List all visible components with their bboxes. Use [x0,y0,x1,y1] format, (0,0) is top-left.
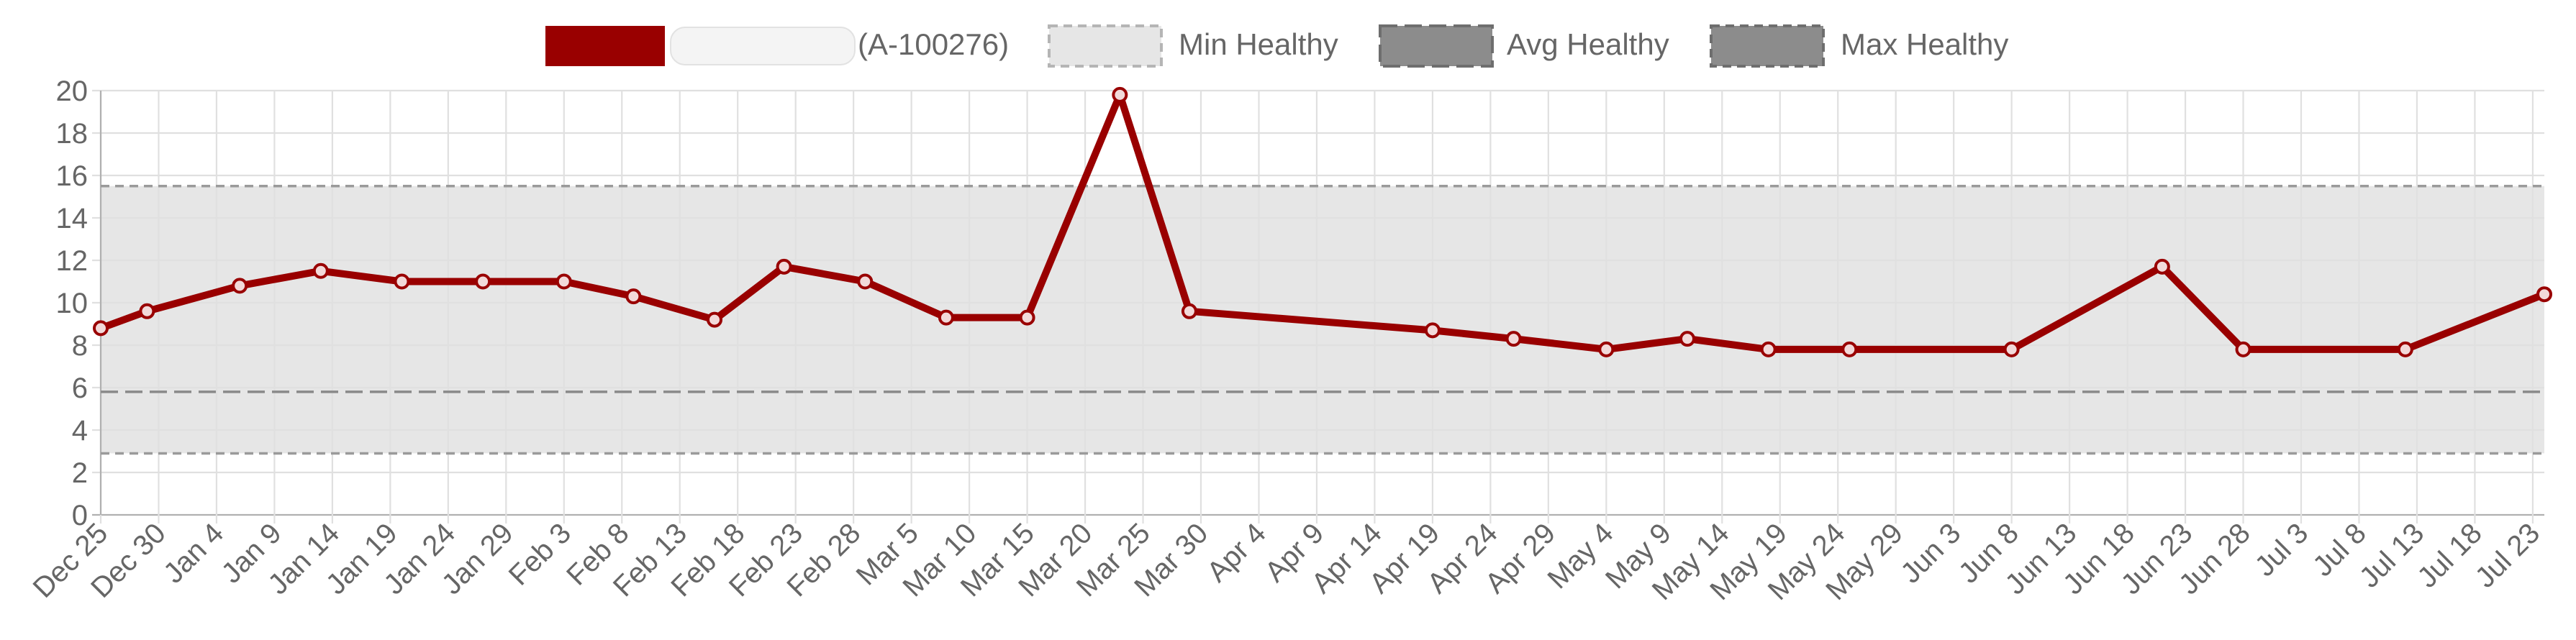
series-line [97,91,2548,353]
series [93,86,2552,357]
legend-swatch-max-healthy [1710,24,1825,68]
y-tick-label: 6 [72,372,88,404]
legend: (A-100276) Min Healthy Avg Healthy Max Heal… [545,24,2008,68]
data-point [625,288,642,305]
x-tick-label: May 4 [1542,517,1620,595]
data-point [394,273,410,290]
data-point [1112,86,1128,103]
data-point [312,262,329,279]
data-point [1841,341,1858,357]
data-point [1505,331,1522,347]
legend-label-avg-healthy: Avg Healthy [1507,27,1669,61]
data-point [2397,341,2413,357]
data-point [1424,322,1441,339]
y-axis-ticks: 0 2 4 6 8 10 12 14 16 18 20 [56,76,89,531]
x-tick-label: Jul 3 [2249,517,2315,582]
x-tick-label: Jul 23 [2470,517,2546,594]
legend-label-series: (A-100276) [858,27,1009,61]
data-point [555,273,572,290]
legend-swatch-avg-healthy [1379,24,1494,68]
data-point [232,278,248,294]
data-point [857,273,874,290]
x-tick-label: Apr 4 [1201,517,1272,588]
data-point [2003,341,2020,357]
x-tick-label: Jul 13 [2354,517,2431,594]
legend-label-max-healthy: Max Healthy [1841,27,2008,61]
reference-lines [101,185,2544,455]
data-point [1598,341,1615,357]
legend-label-min-healthy: Min Healthy [1179,27,1338,61]
data-point [139,303,155,319]
y-tick-label: 4 [72,415,88,447]
data-point [707,311,723,328]
data-point [776,258,792,275]
x-tick-label: Jan 4 [158,517,230,589]
y-tick-label: 16 [56,160,89,192]
x-tick-label: Jun 3 [1895,517,1967,589]
y-tick-label: 8 [72,330,88,362]
data-point [93,320,109,337]
data-point [1679,331,1695,347]
x-tick-label: Feb 3 [503,517,577,591]
y-tick-label: 10 [56,288,89,319]
legend-swatch-min-healthy [1048,24,1163,68]
y-tick-label: 0 [72,500,88,531]
data-point [1019,309,1035,326]
y-tick-label: 2 [72,457,88,489]
data-point [2154,258,2170,275]
y-tick-label: 18 [56,118,89,150]
y-tick-label: 20 [56,76,89,107]
legend-redacted-name [670,27,856,65]
data-point [475,273,491,290]
data-point [1181,303,1197,319]
data-point [1760,341,1777,357]
data-point [2536,286,2552,303]
y-tick-label: 14 [56,203,89,234]
grid [92,89,2544,524]
y-tick-label: 12 [56,245,89,277]
data-point [938,309,954,326]
data-point [2235,341,2251,357]
legend-swatch-series [545,26,665,66]
x-tick-label: Jul 18 [2411,517,2488,594]
